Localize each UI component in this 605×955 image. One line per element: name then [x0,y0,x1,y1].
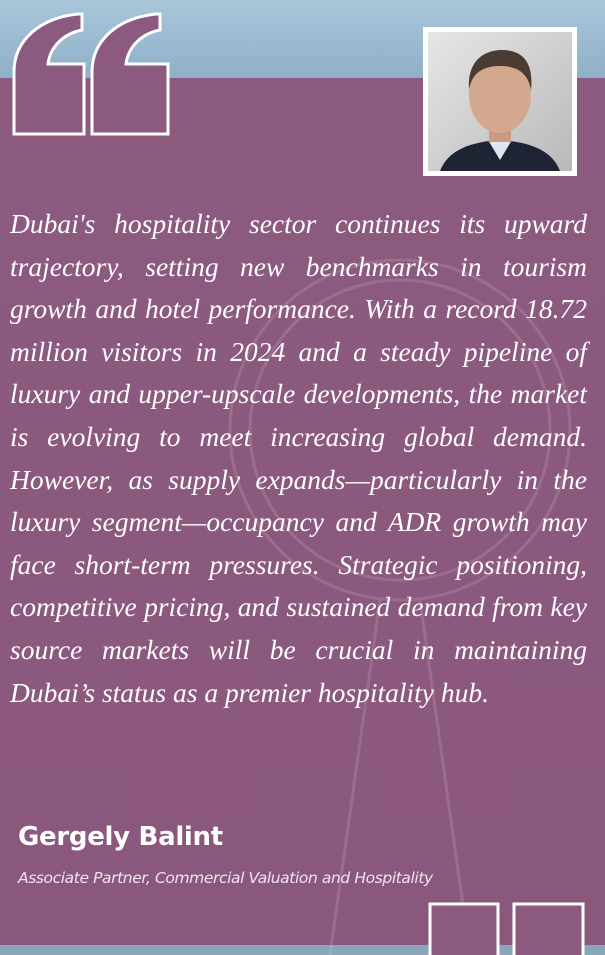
open-quote-mark [12,12,170,136]
author-photo [423,27,577,176]
quote-text: Dubai's hospitality sector continues its… [10,208,587,708]
author-name: Gergely Balint [18,822,223,852]
close-quote-mark [428,902,585,955]
wheel-background [228,258,572,955]
author-role: Associate Partner, Commercial Valuation … [18,869,433,887]
